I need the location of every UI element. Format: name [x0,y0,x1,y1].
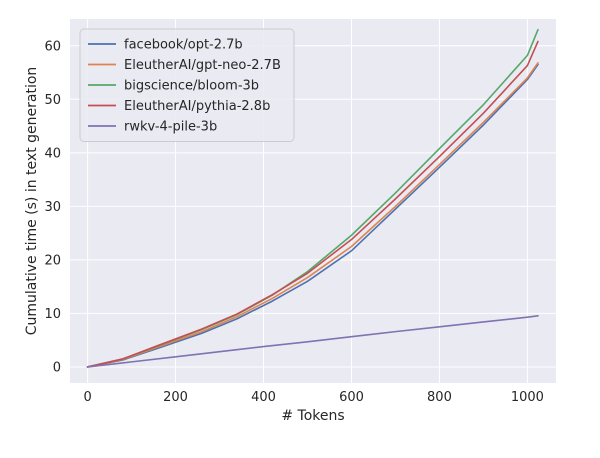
legend-label: EleutherAI/gpt-neo-2.7B [124,58,281,73]
series-line-3 [86,40,539,368]
x-tick-label: 1000 [511,390,544,405]
x-tick-label: 400 [251,390,276,405]
y-tick-labels: 0 10 20 30 40 50 60 [44,39,61,375]
legend-label: bigscience/bloom-3b [124,79,259,94]
series-line-0 [86,63,539,368]
x-tick-label: 800 [427,390,452,405]
series-lines [86,28,539,368]
x-tick-labels: 0 200 400 600 800 1000 [83,390,544,405]
legend-label: facebook/opt-2.7b [124,38,243,53]
y-tick-label: 40 [44,146,61,161]
legend-label: EleutherAI/pythia-2.8b [124,99,270,114]
y-tick-label: 20 [44,253,61,268]
y-tick-label: 30 [44,200,61,215]
y-axis-label: Cumulative time (s) in text generation [24,67,40,336]
x-axis-label: # Tokens [281,408,344,424]
y-tick-label: 0 [53,360,61,375]
legend: facebook/opt-2.7b EleutherAI/gpt-neo-2.7B… [79,28,295,142]
x-tick-label: 600 [339,390,364,405]
series-line-4 [86,315,539,368]
series-line-1 [86,62,539,368]
x-tick-label: 0 [83,390,91,405]
y-tick-label: 10 [44,307,61,322]
legend-box [79,28,295,142]
y-tick-label: 50 [44,93,61,108]
legend-label: rwkv-4-pile-3b [124,120,217,135]
x-tick-label: 200 [163,390,188,405]
y-tick-label: 60 [44,39,61,54]
